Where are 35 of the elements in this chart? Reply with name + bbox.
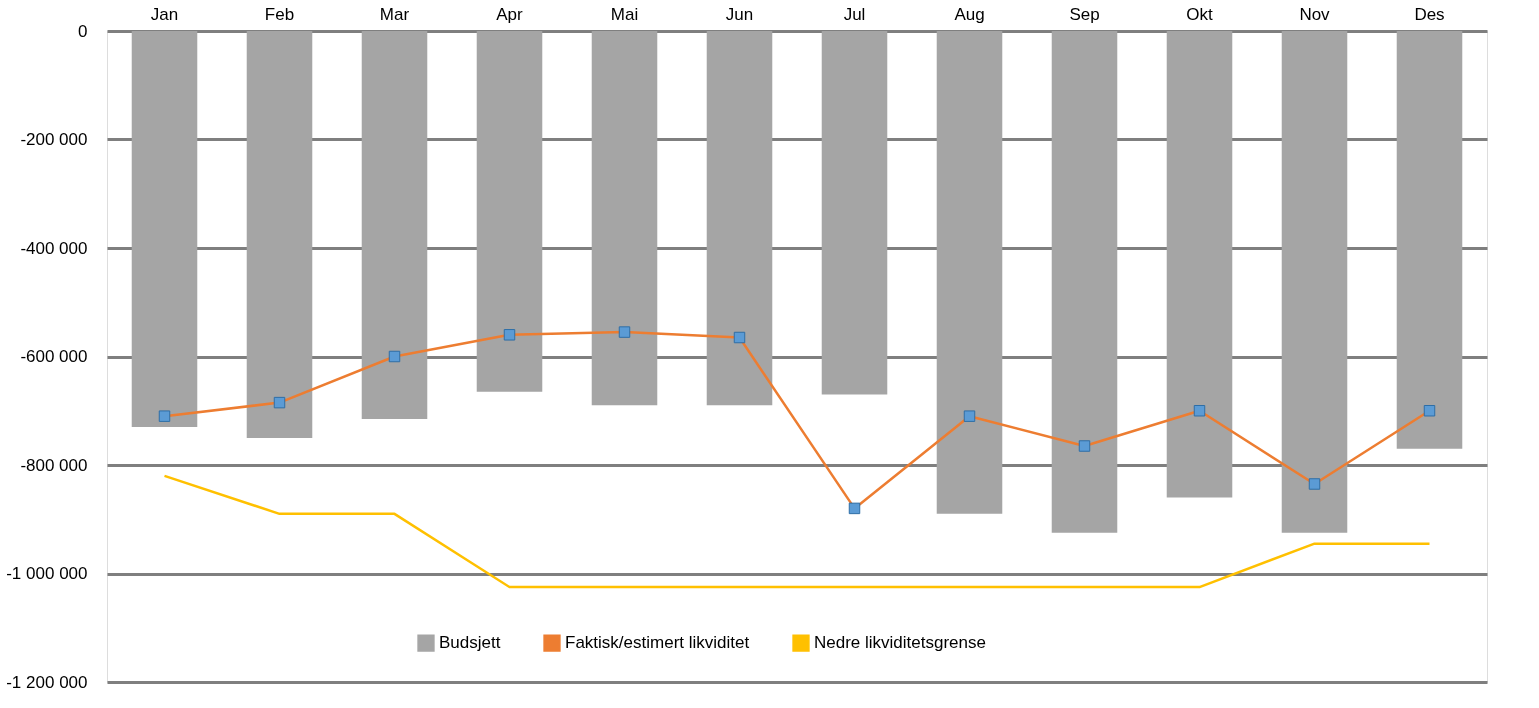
x-tick-label: Mai xyxy=(610,4,639,24)
x-tick-label: Des xyxy=(1414,4,1445,24)
y-tick-label: -200 000 xyxy=(20,130,88,149)
x-tick-label: Feb xyxy=(264,4,295,24)
point xyxy=(1308,478,1321,490)
x-tick-label: Aug xyxy=(954,4,985,24)
y-tick-label: -600 000 xyxy=(20,347,88,366)
y-tick-label: 0 xyxy=(78,21,88,41)
point xyxy=(963,410,976,422)
point xyxy=(158,410,171,422)
x-tick-label: Nov xyxy=(1299,4,1331,24)
point xyxy=(733,331,746,344)
legend-label: Budsjett xyxy=(439,633,501,653)
point xyxy=(273,396,286,409)
x-tick-label: Jan xyxy=(150,4,179,24)
point xyxy=(618,326,631,338)
y-tick-label: -1 000 000 xyxy=(6,564,88,583)
x-tick-label: Jun xyxy=(725,4,754,24)
point xyxy=(1193,405,1206,417)
legend-label: Nedre likviditetsgrense xyxy=(814,633,986,653)
x-tick-label: Apr xyxy=(496,4,524,24)
x-tick-label: Jul xyxy=(843,4,866,24)
y-tick-label: -800 000 xyxy=(20,455,88,475)
point xyxy=(848,502,861,515)
point xyxy=(388,350,401,363)
point xyxy=(1423,405,1436,417)
x-tick-label: Sep xyxy=(1069,4,1100,24)
legend-label: Faktisk/estimert likviditet xyxy=(565,633,750,653)
x-tick-label: Mar xyxy=(379,4,410,24)
y-tick-label: -1 200 000 xyxy=(6,672,88,692)
point xyxy=(503,329,516,341)
x-tick-label: Okt xyxy=(1186,4,1213,24)
point xyxy=(1078,440,1091,452)
y-tick-label: -400 000 xyxy=(20,238,88,258)
line-series xyxy=(163,474,1431,589)
